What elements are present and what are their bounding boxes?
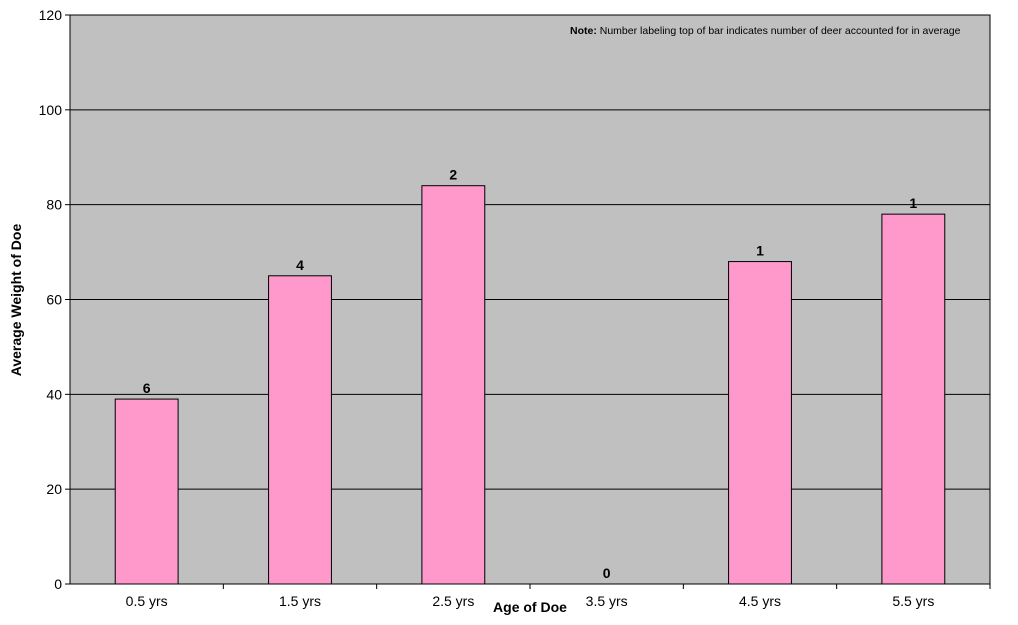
bar — [728, 261, 792, 585]
bar — [881, 213, 946, 585]
data-label: 4 — [296, 257, 304, 273]
x-tick-label: 1.5 yrs — [279, 593, 321, 609]
y-tick-label: 20 — [46, 481, 62, 497]
y-tick-label: 40 — [46, 386, 62, 402]
x-axis-title: Age of Doe — [493, 599, 567, 615]
x-tick-label: 2.5 yrs — [432, 593, 474, 609]
data-label: 1 — [909, 195, 917, 211]
y-tick-label: 120 — [39, 7, 63, 23]
y-tick-label: 80 — [46, 197, 62, 213]
y-tick-label: 100 — [39, 102, 63, 118]
bar — [114, 398, 179, 585]
y-tick-label: 60 — [46, 292, 62, 308]
data-label: 6 — [143, 380, 151, 396]
y-axis-title: Average Weight of Doe — [8, 224, 24, 377]
x-tick-label: 0.5 yrs — [126, 593, 168, 609]
bar — [421, 185, 486, 585]
bar — [268, 275, 332, 585]
data-labels: 6 4 2 0 1 1 — [143, 167, 918, 581]
y-axis-ticks: 0 20 40 60 80 100 120 — [39, 7, 70, 592]
x-tick-label: 3.5 yrs — [586, 593, 628, 609]
note-label: Note: — [570, 25, 597, 37]
y-tick-label: 0 — [54, 576, 62, 592]
x-tick-label: 4.5 yrs — [739, 593, 781, 609]
gridlines — [70, 109, 990, 490]
note-text: Number labeling top of bar indicates num… — [596, 25, 961, 37]
data-label: 2 — [449, 167, 457, 183]
x-tick-label: 5.5 yrs — [892, 593, 934, 609]
bars — [114, 185, 946, 585]
data-label: 0 — [603, 565, 611, 581]
chart-note: Note: Number labeling top of bar indicat… — [570, 24, 1000, 38]
data-label: 1 — [756, 243, 764, 259]
x-axis-ticks: 0.5 yrs 1.5 yrs 2.5 yrs 3.5 yrs 4.5 yrs 5.5 y… — [126, 584, 991, 609]
